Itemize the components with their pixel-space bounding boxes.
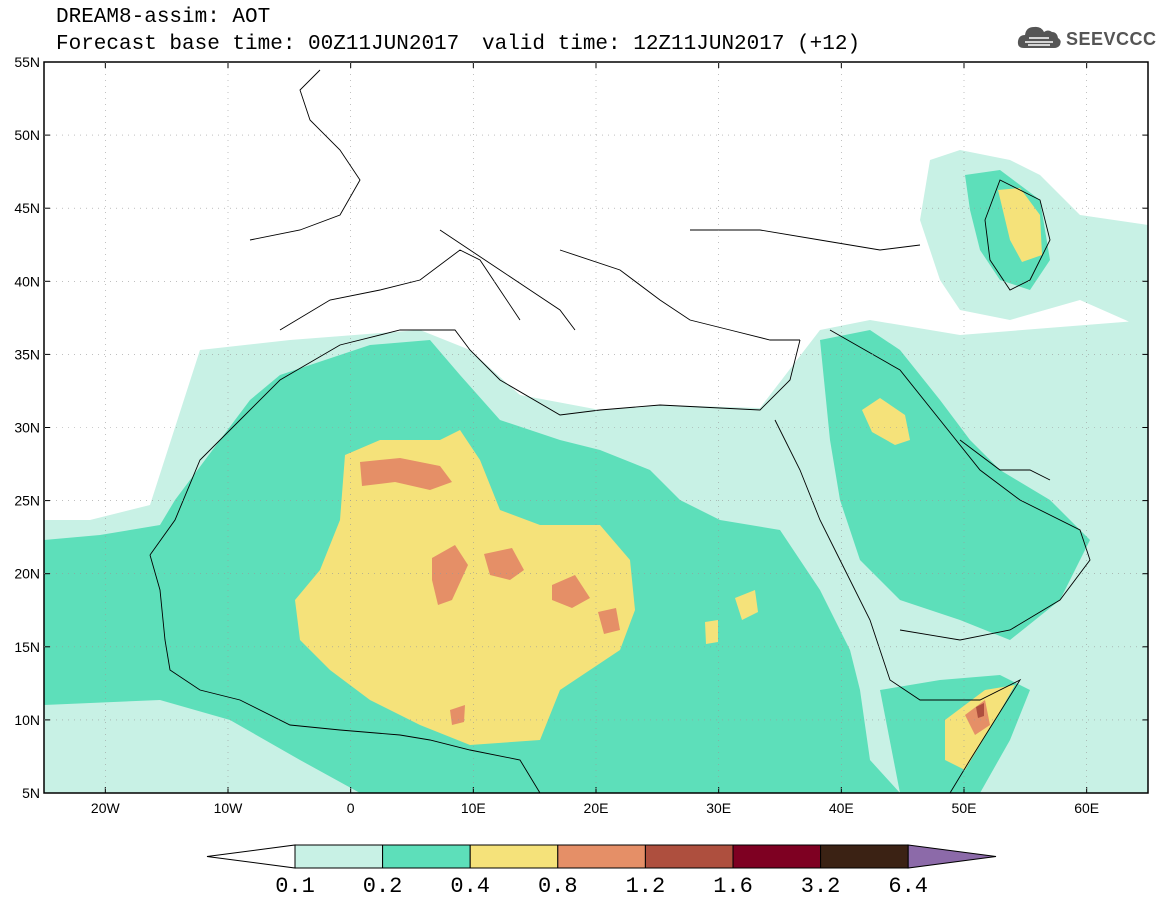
colorbar-label: 1.6 [713,874,753,899]
colorbar-swatch [732,844,822,869]
longitude-axis: 20W 10W 0 10E 20E 30E 40E 50E 60E [91,62,1099,816]
lon-label: 40E [829,800,854,816]
map-title: DREAM8-assim: AOT [56,6,271,29]
lat-label: 30N [14,420,40,436]
lat-label: 45N [14,200,40,216]
colorbar-label: 0.8 [538,874,578,899]
aot-contour-0.4-sudan [735,590,758,620]
aot-contour-0.4-iraq [862,398,910,445]
colorbar-swatch [557,844,646,869]
aot-field [44,150,1148,793]
colorbar: 0.1 0.2 0.4 0.8 1.2 1.6 3.2 6.4 [206,844,997,899]
lon-label: 0 [347,800,355,816]
aot-contour-0.8-d [552,575,590,608]
lat-label: 10N [14,712,40,728]
aot-contour-0.8-f [450,705,465,725]
aot-contour-0.4-caspian [998,188,1042,262]
lon-label: 60E [1074,800,1099,816]
colorbar-swatch [382,844,471,869]
lat-label: 40N [14,273,40,289]
colorbar-label: 1.2 [626,874,666,899]
colorbar-label: 6.4 [888,874,928,899]
aot-contour-0.8-e [598,608,620,634]
lat-label: 5N [22,785,40,801]
colorbar-label: 3.2 [801,874,841,899]
lat-label: 25N [14,493,40,509]
lon-label: 10W [214,800,244,816]
colorbar-label: 0.1 [275,874,315,899]
seevccc-logo: SEEVCCC [1016,22,1157,57]
cloud-icon [1016,22,1062,57]
lat-label: 55N [14,54,40,70]
lon-label: 30E [706,800,731,816]
aot-contour-0.8-a [360,458,452,490]
coastlines [149,69,1091,793]
logo-text: SEEVCCC [1066,29,1157,49]
lon-label: 20W [91,800,121,816]
forecast-base-time: Forecast base time: 00Z11JUN2017 [56,33,460,56]
colorbar-swatch [294,844,384,869]
aot-contour-0.4 [295,430,635,745]
latitude-axis: 55N 50N 45N 40N 35N 30N 25N 20N 15N 10N 5N [14,54,1148,801]
aot-contour-1.2-somalia [976,703,984,718]
lat-label: 15N [14,639,40,655]
colorbar-arrow-low [206,844,296,869]
lat-label: 20N [14,566,40,582]
colorbar-swatch [644,844,734,869]
aot-contour-0.8-b [432,545,468,605]
aot-contour-0.8-c [484,548,524,580]
colorbar-swatch [469,844,559,869]
lon-label: 10E [461,800,486,816]
colorbar-swatch [820,844,909,869]
lon-label: 20E [584,800,609,816]
lat-label: 35N [14,346,40,362]
colorbar-label: 0.4 [450,874,490,899]
lon-label: 50E [952,800,977,816]
aot-contour-0.4-sudan2 [705,620,718,644]
colorbar-label: 0.2 [363,874,403,899]
colorbar-arrow-high [907,844,997,869]
lat-label: 50N [14,127,40,143]
valid-time: valid time: 12Z11JUN2017 (+12) [482,33,861,56]
